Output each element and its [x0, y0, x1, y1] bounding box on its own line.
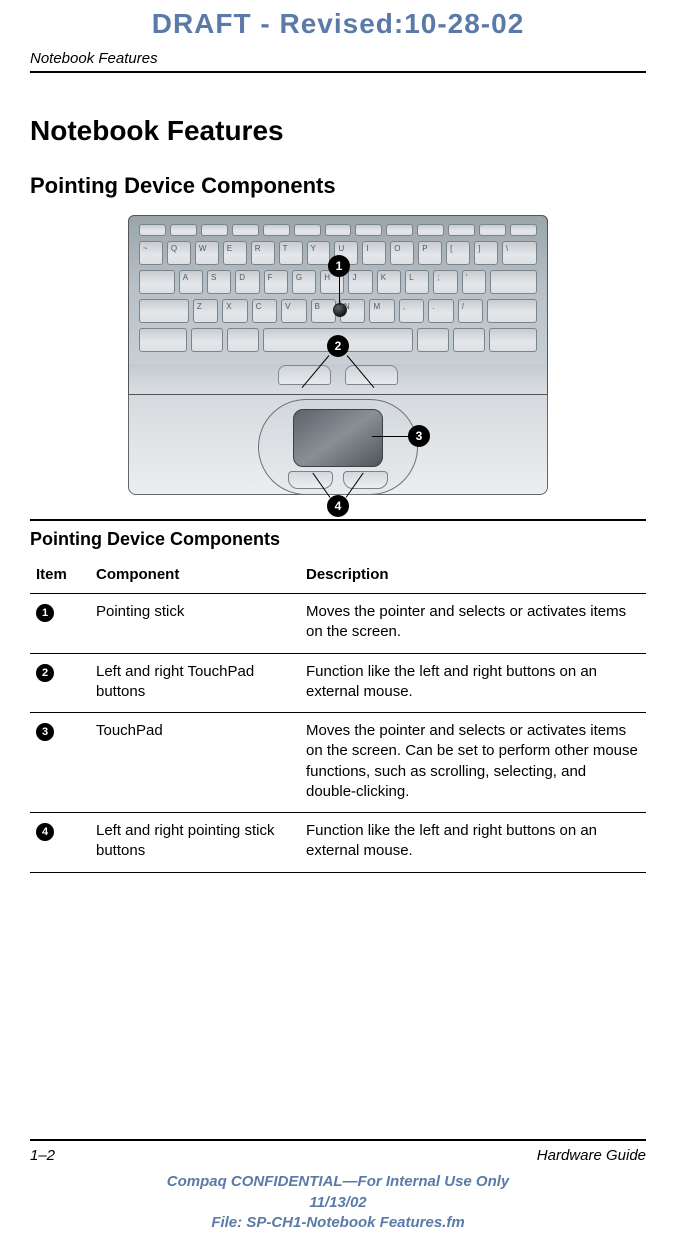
cell-component: Pointing stick — [90, 594, 300, 654]
table-row: 4 Left and right pointing stick buttons … — [30, 813, 646, 873]
th-component: Component — [90, 558, 300, 594]
components-table: Item Component Description 1 Pointing st… — [30, 558, 646, 873]
cell-description: Function like the left and right buttons… — [300, 653, 646, 713]
touchpad — [293, 409, 383, 467]
page-footer: 1–2 Hardware Guide Compaq CONFIDENTIAL—F… — [0, 1139, 676, 1245]
laptop-diagram: ~QWERTYUIOP[]\ ASDFGHJKL;' ZXCVBNM,./ — [128, 215, 548, 497]
page-title: Notebook Features — [30, 115, 646, 147]
page-body: Notebook Features Notebook Features Poin… — [0, 44, 676, 1139]
running-header: Notebook Features — [30, 50, 646, 67]
table-title: Pointing Device Components — [30, 529, 646, 550]
cell-component: TouchPad — [90, 713, 300, 813]
cell-description: Function like the left and right buttons… — [300, 813, 646, 873]
item-badge: 2 — [36, 664, 54, 682]
guide-name: Hardware Guide — [537, 1147, 646, 1164]
th-item: Item — [30, 558, 90, 594]
footer-rule — [30, 1139, 646, 1141]
item-badge: 1 — [36, 604, 54, 622]
item-badge: 4 — [36, 823, 54, 841]
confidential-line-1: Compaq CONFIDENTIAL—For Internal Use Onl… — [30, 1172, 646, 1192]
page-number: 1–2 — [30, 1147, 55, 1164]
header-rule — [30, 71, 646, 73]
figure: ~QWERTYUIOP[]\ ASDFGHJKL;' ZXCVBNM,./ — [30, 215, 646, 497]
cell-component: Left and right pointing stick buttons — [90, 813, 300, 873]
table-row: 1 Pointing stick Moves the pointer and s… — [30, 594, 646, 654]
table-row: 2 Left and right TouchPad buttons Functi… — [30, 653, 646, 713]
draft-banner: DRAFT - Revised:10-28-02 — [0, 0, 676, 44]
cell-description: Moves the pointer and selects or activat… — [300, 594, 646, 654]
touchpad-upper-buttons — [278, 365, 398, 385]
item-badge: 3 — [36, 723, 54, 741]
table-top-rule — [30, 519, 646, 521]
section-heading: Pointing Device Components — [30, 173, 646, 199]
confidential-line-3: File: SP-CH1-Notebook Features.fm — [30, 1213, 646, 1233]
cell-component: Left and right TouchPad buttons — [90, 653, 300, 713]
cell-description: Moves the pointer and selects or activat… — [300, 713, 646, 813]
table-row: 3 TouchPad Moves the pointer and selects… — [30, 713, 646, 813]
th-description: Description — [300, 558, 646, 594]
touchpad-lower-buttons — [288, 471, 388, 489]
confidential-line-2: 11/13/02 — [30, 1193, 646, 1213]
pointing-stick — [333, 303, 347, 317]
